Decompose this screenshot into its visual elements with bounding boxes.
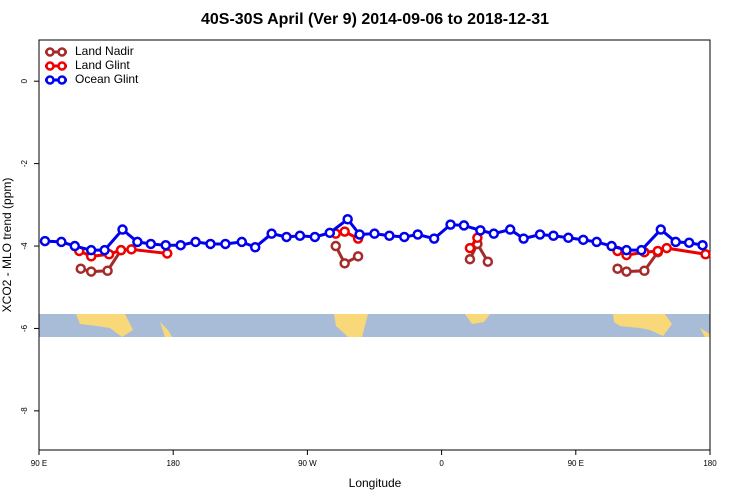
data-point xyxy=(700,249,711,260)
data-point xyxy=(56,236,67,248)
x-tick-label: 90 W xyxy=(298,459,317,468)
legend-marker xyxy=(57,47,67,57)
y-tick-label: -2 xyxy=(20,160,29,168)
data-point xyxy=(132,236,143,248)
data-point xyxy=(145,238,157,250)
data-point xyxy=(69,240,81,252)
data-point xyxy=(266,228,277,239)
data-point xyxy=(636,244,647,256)
data-point xyxy=(85,266,97,277)
legend-label: Land Nadir xyxy=(75,44,134,58)
data-point xyxy=(639,265,650,277)
data-point xyxy=(294,230,306,241)
chart-title: 40S-30S April (Ver 9) 2014-09-06 to 2018… xyxy=(201,11,549,28)
data-point xyxy=(464,242,476,254)
data-point xyxy=(190,236,201,248)
x-tick-label: 180 xyxy=(703,459,717,468)
legend-marker xyxy=(45,75,55,85)
data-point xyxy=(205,238,216,250)
data-point xyxy=(534,229,546,240)
data-point xyxy=(39,235,51,247)
data-point xyxy=(652,245,664,257)
y-tick-label: -4 xyxy=(20,242,29,250)
data-point xyxy=(445,219,456,230)
data-point xyxy=(504,224,516,235)
data-point xyxy=(399,231,410,243)
data-point xyxy=(342,213,353,225)
x-tick-label: 90 E xyxy=(568,459,584,468)
data-point xyxy=(352,251,364,262)
data-point xyxy=(309,231,321,243)
y-tick-label: 0 xyxy=(20,78,29,83)
data-point xyxy=(670,236,681,248)
data-point xyxy=(621,244,632,256)
x-tick-label: 90 E xyxy=(31,459,47,468)
x-tick-label: 180 xyxy=(167,459,181,468)
plot-frame xyxy=(38,39,711,451)
x-tick-label: 0 xyxy=(439,459,444,468)
data-point xyxy=(354,229,365,240)
data-point xyxy=(591,236,602,248)
data-point xyxy=(236,236,248,248)
x-axis-label: Longitude xyxy=(349,476,402,490)
legend-marker xyxy=(45,61,55,71)
data-point xyxy=(281,231,292,243)
data-point xyxy=(75,263,87,274)
y-tick-label: -8 xyxy=(20,407,29,415)
data-point xyxy=(161,248,173,259)
data-point xyxy=(428,233,440,244)
data-point xyxy=(518,233,529,244)
data-point xyxy=(175,239,186,251)
data-point xyxy=(475,225,486,236)
data-point xyxy=(412,229,423,240)
data-point xyxy=(548,230,559,241)
legend-label: Ocean Glint xyxy=(75,72,139,86)
data-point xyxy=(85,244,97,256)
data-point xyxy=(160,239,171,251)
data-point xyxy=(683,237,695,248)
legend-marker xyxy=(57,61,67,71)
data-point xyxy=(330,240,341,252)
data-point xyxy=(339,258,350,269)
y-axis-label: XCO2 - MLO trend (ppm) xyxy=(0,178,14,313)
map-strip xyxy=(39,314,710,337)
legend-marker xyxy=(57,75,67,85)
data-point xyxy=(563,232,574,244)
data-point xyxy=(612,263,623,274)
data-point xyxy=(324,227,336,239)
data-point xyxy=(464,253,476,265)
data-point xyxy=(655,224,667,235)
data-point xyxy=(369,228,380,239)
data-point xyxy=(339,226,350,237)
data-point xyxy=(220,238,231,250)
data-point xyxy=(578,234,589,246)
legend-label: Land Glint xyxy=(75,58,130,72)
data-point xyxy=(697,239,708,251)
data-point xyxy=(249,242,261,253)
data-point xyxy=(661,242,673,254)
y-tick-label: -6 xyxy=(20,324,29,332)
data-point xyxy=(126,244,137,255)
legend-marker xyxy=(45,47,55,57)
data-point xyxy=(115,244,127,256)
data-point xyxy=(488,228,500,239)
data-point xyxy=(384,230,395,241)
data-point xyxy=(458,220,470,231)
data-point xyxy=(99,244,110,256)
data-point xyxy=(621,266,632,277)
data-point xyxy=(102,265,113,277)
data-point xyxy=(117,224,128,235)
data-point xyxy=(482,256,494,267)
data-point xyxy=(606,240,617,252)
